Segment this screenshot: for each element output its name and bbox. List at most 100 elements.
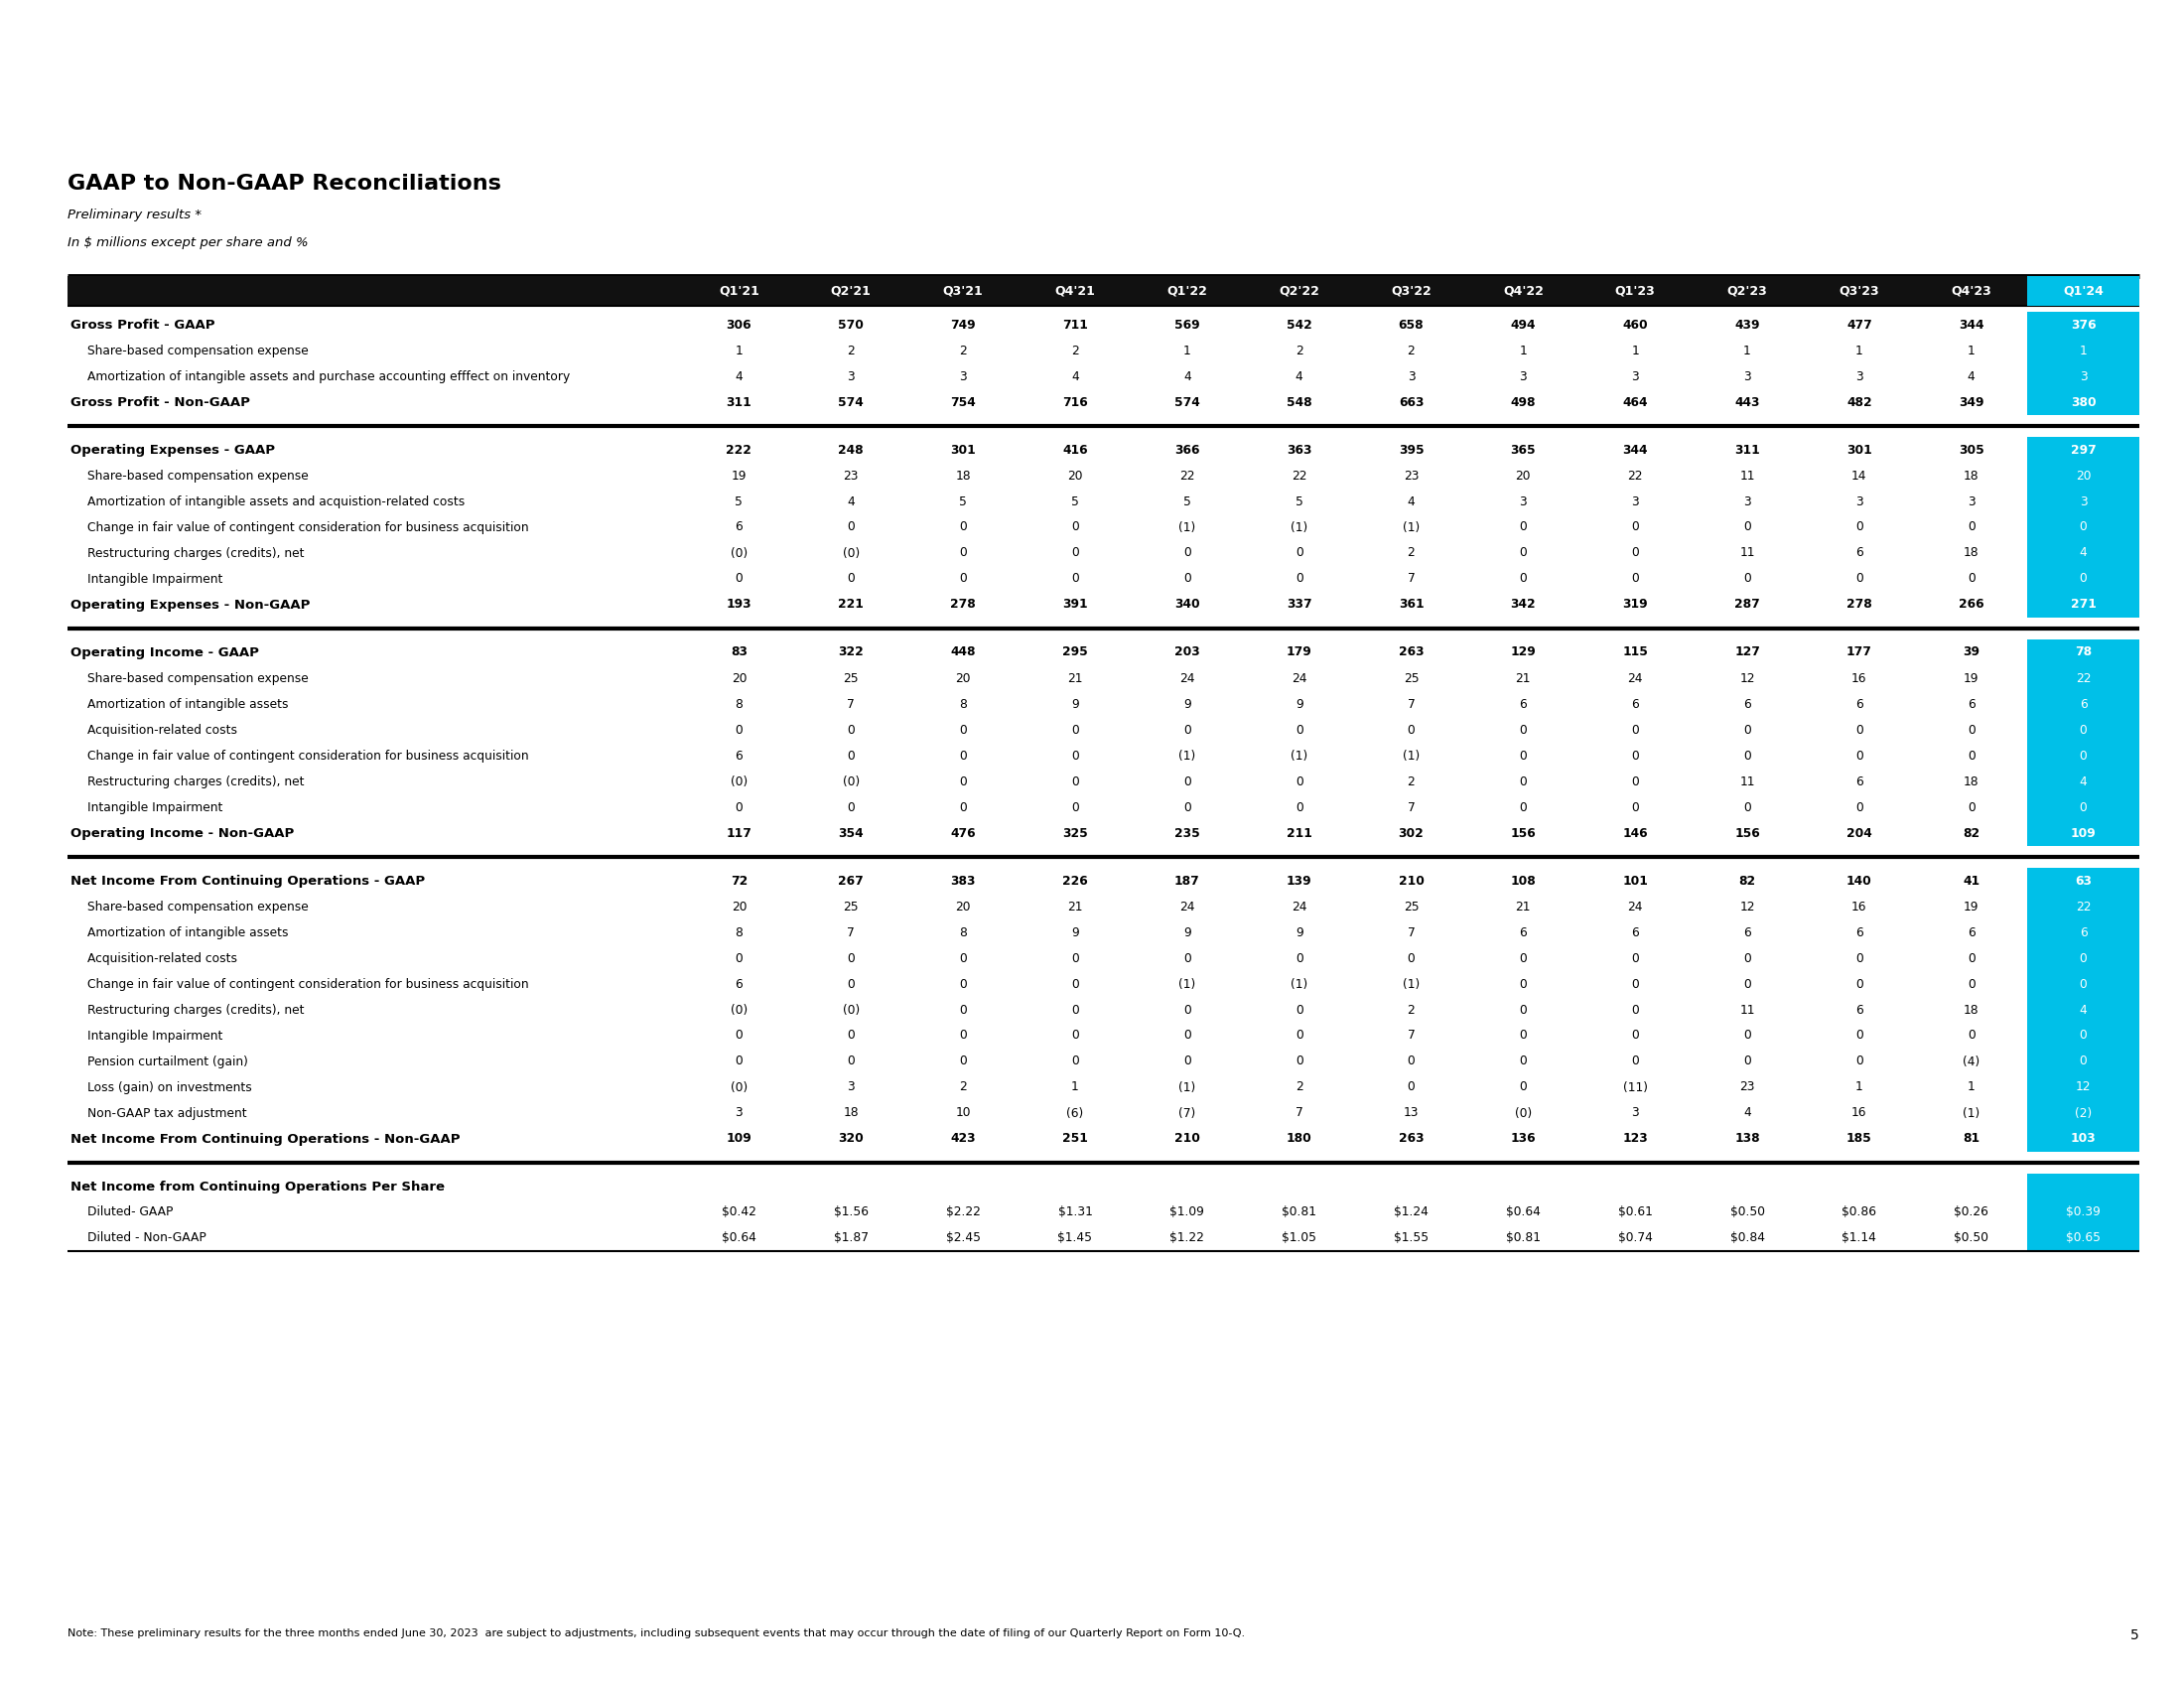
Text: 0: 0 bbox=[847, 1055, 854, 1069]
Text: 5: 5 bbox=[736, 495, 743, 508]
Text: 6: 6 bbox=[1856, 697, 1863, 711]
Text: $2.45: $2.45 bbox=[946, 1232, 981, 1244]
Text: 24: 24 bbox=[1291, 672, 1306, 685]
Text: 3: 3 bbox=[847, 370, 854, 383]
Text: 11: 11 bbox=[1738, 469, 1756, 483]
Text: 20: 20 bbox=[1516, 469, 1531, 483]
Text: 72: 72 bbox=[729, 874, 747, 888]
Text: 6: 6 bbox=[1743, 697, 1752, 711]
Text: 319: 319 bbox=[1623, 598, 1649, 611]
Text: 0: 0 bbox=[1520, 800, 1527, 814]
Text: 3: 3 bbox=[1743, 370, 1752, 383]
Text: 305: 305 bbox=[1959, 444, 1983, 456]
Text: 0: 0 bbox=[1631, 572, 1638, 586]
Text: Note: These preliminary results for the three months ended June 30, 2023  are su: Note: These preliminary results for the … bbox=[68, 1629, 1245, 1639]
Text: 22: 22 bbox=[2075, 672, 2090, 685]
Text: 4: 4 bbox=[1295, 370, 1304, 383]
Text: 9: 9 bbox=[1184, 697, 1190, 711]
Text: 0: 0 bbox=[1631, 1003, 1638, 1016]
Text: 78: 78 bbox=[2075, 647, 2092, 658]
Text: Q2'21: Q2'21 bbox=[830, 285, 871, 297]
Text: 380: 380 bbox=[2070, 395, 2097, 408]
Text: 443: 443 bbox=[1734, 395, 1760, 408]
Text: 1: 1 bbox=[2079, 344, 2088, 356]
Text: 383: 383 bbox=[950, 874, 976, 888]
Text: 0: 0 bbox=[1856, 572, 1863, 586]
Bar bbox=[2027, 743, 2140, 768]
Text: Gross Profit - Non-GAAP: Gross Profit - Non-GAAP bbox=[70, 395, 249, 408]
Text: 3: 3 bbox=[2079, 495, 2088, 508]
Text: 0: 0 bbox=[1406, 952, 1415, 964]
Text: 6: 6 bbox=[1968, 697, 1974, 711]
Text: 349: 349 bbox=[1959, 395, 1983, 408]
Text: 82: 82 bbox=[1963, 827, 1979, 839]
Text: 0: 0 bbox=[1070, 724, 1079, 736]
Text: 0: 0 bbox=[736, 800, 743, 814]
Text: 4: 4 bbox=[2079, 1003, 2088, 1016]
Text: 6: 6 bbox=[1520, 927, 1527, 939]
Text: Loss (gain) on investments: Loss (gain) on investments bbox=[87, 1080, 251, 1094]
Text: 140: 140 bbox=[1845, 874, 1872, 888]
Text: 11: 11 bbox=[1738, 1003, 1756, 1016]
Text: 0: 0 bbox=[1856, 724, 1863, 736]
Text: 3: 3 bbox=[1743, 495, 1752, 508]
Text: 361: 361 bbox=[1398, 598, 1424, 611]
Text: 108: 108 bbox=[1511, 874, 1535, 888]
Text: 5: 5 bbox=[959, 495, 968, 508]
Text: (7): (7) bbox=[1179, 1107, 1195, 1119]
Text: 6: 6 bbox=[2079, 927, 2088, 939]
Text: (0): (0) bbox=[729, 1080, 747, 1094]
Text: 19: 19 bbox=[1963, 672, 1979, 685]
Text: 187: 187 bbox=[1175, 874, 1199, 888]
Text: Amortization of intangible assets: Amortization of intangible assets bbox=[87, 697, 288, 711]
Text: 5: 5 bbox=[1184, 495, 1190, 508]
Text: 9: 9 bbox=[1070, 927, 1079, 939]
Text: 2: 2 bbox=[1070, 344, 1079, 356]
Text: 0: 0 bbox=[1743, 724, 1752, 736]
Text: 9: 9 bbox=[1184, 927, 1190, 939]
Text: (1): (1) bbox=[1402, 977, 1420, 991]
Text: Change in fair value of contingent consideration for business acquisition: Change in fair value of contingent consi… bbox=[87, 522, 529, 533]
Text: 391: 391 bbox=[1061, 598, 1088, 611]
Text: 101: 101 bbox=[1623, 874, 1649, 888]
Text: 0: 0 bbox=[1520, 1055, 1527, 1069]
Text: 0: 0 bbox=[1968, 977, 1974, 991]
Text: 0: 0 bbox=[1184, 1055, 1190, 1069]
Text: 3: 3 bbox=[847, 1080, 854, 1094]
Text: 7: 7 bbox=[847, 697, 854, 711]
Text: Change in fair value of contingent consideration for business acquisition: Change in fair value of contingent consi… bbox=[87, 749, 529, 761]
Text: 6: 6 bbox=[1520, 697, 1527, 711]
Text: 0: 0 bbox=[736, 952, 743, 964]
Text: 0: 0 bbox=[1184, 572, 1190, 586]
Text: Intangible Impairment: Intangible Impairment bbox=[87, 1030, 223, 1041]
Text: Q1'21: Q1'21 bbox=[719, 285, 760, 297]
Text: 177: 177 bbox=[1845, 647, 1872, 658]
Text: $1.22: $1.22 bbox=[1171, 1232, 1203, 1244]
Text: $1.87: $1.87 bbox=[834, 1232, 869, 1244]
Text: 0: 0 bbox=[1070, 775, 1079, 788]
Text: 0: 0 bbox=[1856, 952, 1863, 964]
Text: $0.86: $0.86 bbox=[1841, 1205, 1876, 1219]
Text: 3: 3 bbox=[1631, 1107, 1638, 1119]
Text: 4: 4 bbox=[2079, 547, 2088, 559]
Bar bbox=[2027, 1023, 2140, 1048]
Text: 8: 8 bbox=[959, 697, 968, 711]
Text: 23: 23 bbox=[1404, 469, 1420, 483]
Text: 0: 0 bbox=[1520, 547, 1527, 559]
Text: 0: 0 bbox=[959, 1003, 968, 1016]
Text: 0: 0 bbox=[1295, 800, 1304, 814]
Text: $0.42: $0.42 bbox=[721, 1205, 756, 1219]
Text: 0: 0 bbox=[959, 1055, 968, 1069]
Bar bbox=[68, 277, 2140, 306]
Bar bbox=[2027, 1173, 2140, 1200]
Text: 0: 0 bbox=[736, 1030, 743, 1041]
Text: 21: 21 bbox=[1068, 672, 1083, 685]
Text: 20: 20 bbox=[2075, 469, 2090, 483]
Bar bbox=[2027, 463, 2140, 488]
Bar bbox=[2027, 312, 2140, 338]
Text: 3: 3 bbox=[1968, 495, 1974, 508]
Text: 21: 21 bbox=[1516, 672, 1531, 685]
Text: 22: 22 bbox=[1291, 469, 1306, 483]
Text: 0: 0 bbox=[847, 724, 854, 736]
Text: $0.26: $0.26 bbox=[1955, 1205, 1990, 1219]
